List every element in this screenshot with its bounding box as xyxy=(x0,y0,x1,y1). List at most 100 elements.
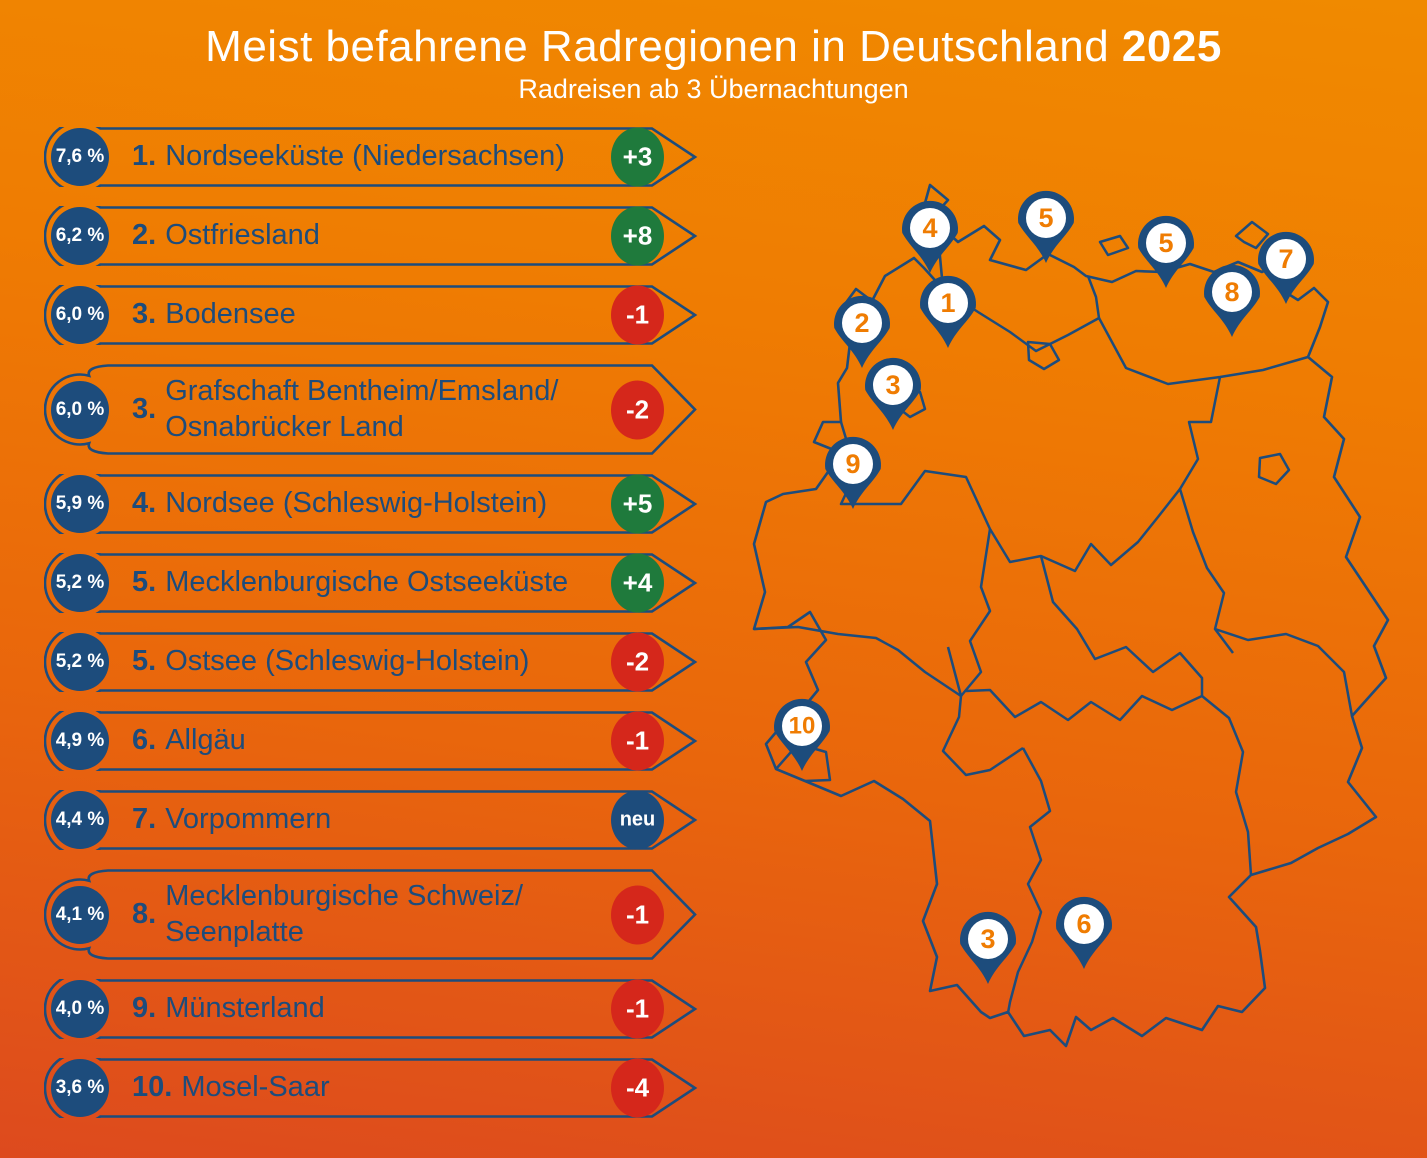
page-title: Meist befahrene Radregionen in Deutschla… xyxy=(0,22,1427,72)
ranking-row: 4,1 % 8. Mecklenburgische Schweiz/ Seenp… xyxy=(44,869,704,960)
percent-value: 5,2 % xyxy=(55,651,105,672)
change-badge: +3 xyxy=(611,127,664,187)
page-subtitle: Radreisen ab 3 Übernachtungen xyxy=(518,74,909,104)
ranking-row: 4,9 % 6. Allgäu -1 xyxy=(44,711,704,771)
region-name: Ostsee (Schleswig-Holstein) xyxy=(165,645,530,678)
border-bw-bayern xyxy=(1006,747,1052,1014)
pin-number: 4 xyxy=(922,213,937,243)
page-title-text: Meist befahrene Radregionen in Deutschla… xyxy=(205,22,1110,71)
change-badge: -2 xyxy=(611,632,664,692)
percent-circle: 4,0 % xyxy=(51,980,109,1038)
ranking-row: 4,4 % 7. Vorpommern neu xyxy=(44,790,704,850)
percent-circle: 5,9 % xyxy=(51,475,109,533)
region-name: Ostfriesland xyxy=(165,219,320,252)
change-value: +3 xyxy=(622,141,653,172)
map-pin-8: 8 xyxy=(1204,264,1260,337)
border-niedersachsen-south xyxy=(839,421,1181,573)
ranking-row: 7,6 % 1. Nordseeküste (Niedersachsen) +3 xyxy=(44,127,704,187)
percent-circle: 6,2 % xyxy=(51,207,109,265)
pin-circle xyxy=(833,444,873,484)
ranking-row: 4,0 % 9. Münsterland -1 xyxy=(44,979,704,1039)
row-arrow-shape xyxy=(44,206,698,266)
border-bayern-north xyxy=(965,688,1253,876)
region-name: Mosel-Saar xyxy=(181,1071,330,1104)
ranking-list: 7,6 % 1. Nordseeküste (Niedersachsen) +3… xyxy=(44,127,704,1137)
berlin-outline xyxy=(1257,452,1291,486)
percent-circle: 4,4 % xyxy=(51,791,109,849)
border-sachsen-brandenburg xyxy=(1214,627,1354,717)
row-arrow-shape xyxy=(44,364,697,455)
percent-circle: 5,2 % xyxy=(51,554,109,612)
border-mv-south xyxy=(1097,317,1309,386)
region-name: Allgäu xyxy=(165,724,246,757)
region-name: Nordseeküste (Niedersachsen) xyxy=(165,140,565,173)
pin-number: 9 xyxy=(845,449,860,479)
change-badge: -2 xyxy=(611,380,664,439)
percent-circle: 6,0 % xyxy=(51,380,109,439)
pin-circle xyxy=(782,706,822,746)
change-value: +8 xyxy=(622,220,653,251)
germany-map: 4 5 5 7 8 1 2 3 9 10 3 6 xyxy=(752,183,1390,1048)
pin-number: 3 xyxy=(980,924,995,954)
change-value: +4 xyxy=(622,567,653,598)
percent-circle: 6,0 % xyxy=(51,286,109,344)
row-arrow-shape xyxy=(44,632,698,692)
percent-value: 4,4 % xyxy=(55,809,105,830)
map-pin-10: 10 xyxy=(774,698,830,771)
rank-number: 5. xyxy=(132,566,157,599)
change-value: -1 xyxy=(625,993,650,1024)
map-pin-3: 3 xyxy=(960,911,1016,984)
pin-number: 8 xyxy=(1224,277,1239,307)
pin-number: 10 xyxy=(789,713,816,740)
percent-value: 6,0 % xyxy=(55,304,105,325)
pin-circle xyxy=(1064,904,1104,944)
row-arrow-shape xyxy=(44,979,698,1039)
border-hessen-rp-north xyxy=(946,646,963,697)
row-arrow-shape xyxy=(44,790,698,850)
ranking-row: 5,2 % 5. Mecklenburgische Ostseeküste +4 xyxy=(44,553,704,613)
percent-value: 5,9 % xyxy=(55,493,105,514)
map-pin-5: 5 xyxy=(1138,215,1194,288)
border-thueringen xyxy=(1039,555,1204,696)
pin-number: 5 xyxy=(1038,203,1053,233)
change-badge: neu xyxy=(611,790,664,850)
map-pin-7: 7 xyxy=(1258,231,1314,304)
pin-number: 1 xyxy=(940,288,955,318)
row-arrow-shape xyxy=(44,474,698,534)
ranking-row: 3,6 % 10. Mosel-Saar -4 xyxy=(44,1058,704,1118)
pin-number: 2 xyxy=(854,308,869,338)
rank-number: 4. xyxy=(132,487,157,520)
percent-value: 7,6 % xyxy=(55,146,105,167)
ranking-row: 6,2 % 2. Ostfriesland +8 xyxy=(44,206,704,266)
row-arrow-shape xyxy=(44,127,698,187)
ranking-row: 6,0 % 3. Grafschaft Bentheim/Emsland/ Os… xyxy=(44,364,704,455)
row-arrow-shape xyxy=(44,711,698,771)
pin-circle xyxy=(1212,272,1252,312)
change-value: -2 xyxy=(625,646,650,677)
border-brandenburg-west xyxy=(1178,376,1234,654)
row-arrow-shape xyxy=(44,553,698,613)
rank-number: 1. xyxy=(132,140,157,173)
region-name: Bodensee xyxy=(165,298,296,331)
change-badge: -1 xyxy=(611,979,664,1039)
pin-number: 3 xyxy=(885,370,900,400)
change-badge: -4 xyxy=(611,1058,664,1118)
pin-circle xyxy=(910,208,950,248)
region-name: Mecklenburgische Schweiz/ Seenplatte xyxy=(165,880,524,948)
ranking-row: 5,2 % 5. Ostsee (Schleswig-Holstein) -2 xyxy=(44,632,704,692)
map-pin-5: 5 xyxy=(1018,190,1074,263)
row-arrow-shape xyxy=(44,869,697,960)
percent-circle: 4,9 % xyxy=(51,712,109,770)
region-name: Grafschaft Bentheim/Emsland/ Osnabrücker… xyxy=(165,375,559,443)
hamburg-outline xyxy=(1026,340,1061,371)
ranking-row: 5,9 % 4. Nordsee (Schleswig-Holstein) +5 xyxy=(44,474,704,534)
rank-number: 3. xyxy=(132,298,157,331)
pin-number: 7 xyxy=(1278,244,1293,274)
change-badge: -1 xyxy=(611,285,664,345)
change-value: -1 xyxy=(625,299,650,330)
percent-value: 4,9 % xyxy=(55,730,105,751)
change-badge: +8 xyxy=(611,206,664,266)
percent-circle: 4,1 % xyxy=(51,885,109,944)
percent-circle: 3,6 % xyxy=(51,1059,109,1117)
map-pin-2: 2 xyxy=(834,295,890,368)
